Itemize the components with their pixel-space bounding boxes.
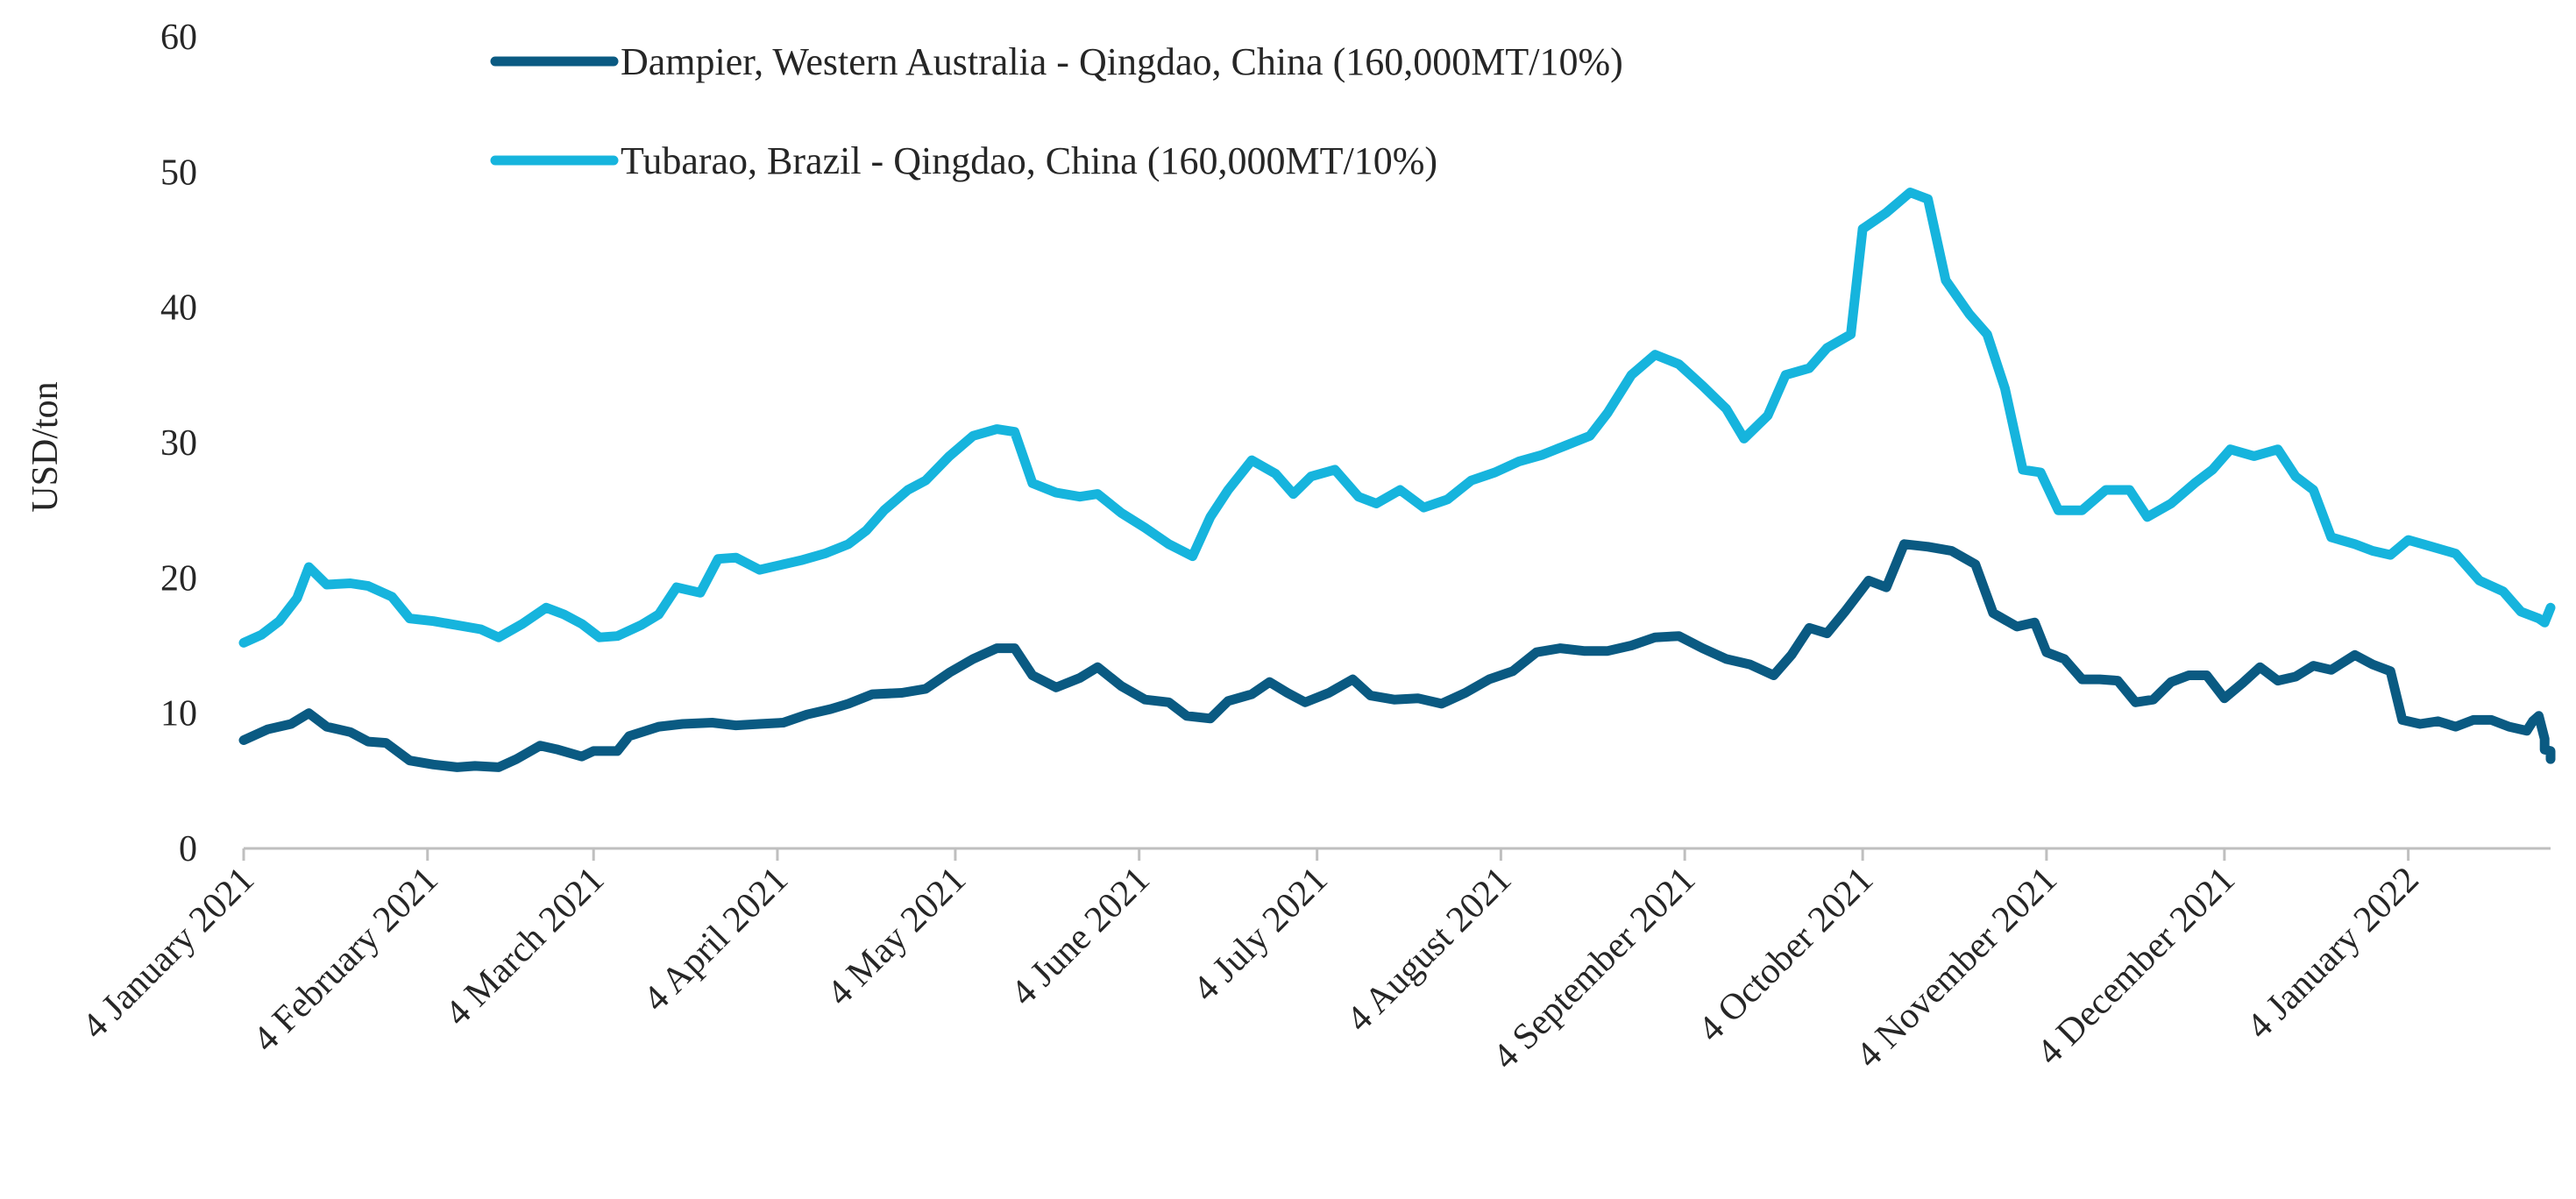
x-tick-label: 4 February 2021 <box>245 860 446 1061</box>
legend-label-tubarao: Tubarao, Brazil - Qingdao, China (160,00… <box>621 139 1437 182</box>
x-tick-label: 4 January 2021 <box>75 860 262 1047</box>
series-line-dampier <box>238 539 2556 772</box>
y-tick-label: 60 <box>160 18 197 58</box>
series-line-tubarao <box>238 188 2556 648</box>
x-tick-label: 4 May 2021 <box>820 860 974 1014</box>
x-tick-label: 4 July 2021 <box>1186 860 1336 1010</box>
x-tick-label: 4 April 2021 <box>635 860 796 1020</box>
y-tick-label: 50 <box>160 153 197 193</box>
y-axis-ticks: 0 10 20 30 40 50 60 <box>160 18 197 869</box>
y-tick-label: 10 <box>160 694 197 734</box>
y-axis-title: USD/ton <box>25 381 66 512</box>
y-tick-label: 20 <box>160 558 197 599</box>
x-tick-label: 4 October 2021 <box>1691 860 1881 1050</box>
y-tick-label: 40 <box>160 288 197 329</box>
x-tick-label: 4 August 2021 <box>1339 860 1520 1040</box>
series-layer <box>238 188 2556 772</box>
y-tick-label: 30 <box>160 423 197 464</box>
x-tick-label: 4 September 2021 <box>1486 860 1704 1078</box>
x-tick-label: 4 January 2022 <box>2239 860 2427 1047</box>
x-tick-label: 4 June 2021 <box>1004 860 1158 1014</box>
legend-label-dampier: Dampier, Western Australia - Qingdao, Ch… <box>621 40 1623 83</box>
y-tick-label: 0 <box>179 829 197 869</box>
legend: Dampier, Western Australia - Qingdao, Ch… <box>490 40 1623 182</box>
x-tick-label: 4 March 2021 <box>437 860 612 1034</box>
